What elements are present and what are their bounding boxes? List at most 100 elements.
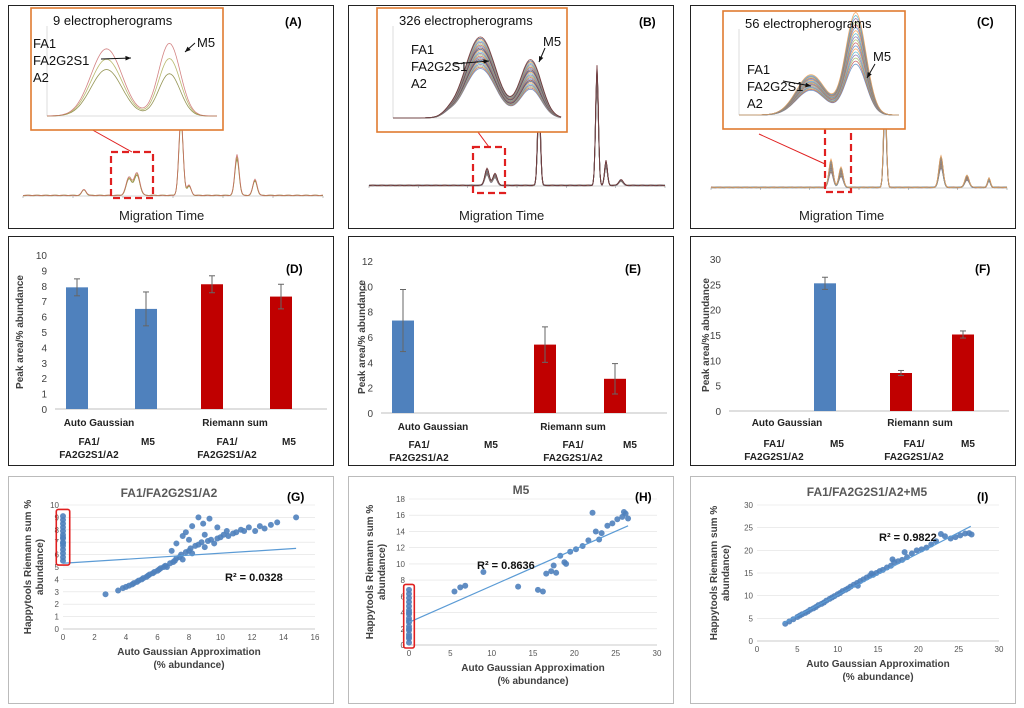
category-label: FA2G2S1/A2 bbox=[197, 450, 257, 461]
y-tick-label: 30 bbox=[710, 255, 722, 266]
data-point bbox=[480, 569, 487, 575]
inset-title: 56 electropherograms bbox=[745, 16, 872, 31]
data-point bbox=[957, 532, 964, 539]
x-axis-label: Auto Gaussian Approximation bbox=[806, 659, 950, 670]
bar bbox=[201, 284, 223, 409]
data-point bbox=[200, 520, 207, 527]
data-point bbox=[406, 633, 412, 640]
chart-title: M5 bbox=[513, 483, 530, 497]
x-tick-label: 15 bbox=[529, 649, 538, 658]
bar bbox=[66, 287, 88, 409]
category-label: M5 bbox=[141, 437, 155, 448]
electropherogram-a-plot: 9 electropherograms FA1 FA2G2S1 A2 M5 (A) Migr… bbox=[22, 7, 324, 223]
y-tick-label: 0 bbox=[715, 407, 721, 418]
data-point bbox=[901, 549, 908, 556]
bar bbox=[890, 373, 912, 411]
category-label: FA1/ bbox=[763, 439, 784, 450]
data-point bbox=[168, 547, 175, 554]
inset-trace bbox=[47, 69, 217, 117]
chart-title: FA1/FA2G2S1/A2 bbox=[121, 486, 218, 500]
r-squared-label: R² = 0.0328 bbox=[225, 572, 283, 584]
data-point bbox=[941, 533, 948, 540]
y-tick-label: 14 bbox=[396, 527, 405, 536]
panel-f-bar-chart: 0 5 10 15 20 25 30 Peak area/% abundance FA1/FA2… bbox=[690, 236, 1016, 466]
data-point bbox=[274, 519, 281, 526]
y-tick-label: 20 bbox=[744, 546, 753, 555]
x-tick-label: 12 bbox=[248, 633, 257, 642]
inset-frame bbox=[722, 10, 906, 130]
data-point bbox=[179, 556, 186, 563]
data-point bbox=[195, 514, 202, 521]
bar-chart-d: 0 1 2 3 4 5 6 7 8 9 10 Peak area/% abundance FA1/FA2… bbox=[15, 251, 327, 461]
x-tick-label: 10 bbox=[487, 649, 496, 658]
panel-c-electropherogram: 56 electropherograms FA1 FA2G2S1 A2 M5 (C) Mig… bbox=[690, 5, 1016, 229]
y-tick-label: 1 bbox=[41, 390, 47, 401]
panel-i-scatter: 0 5 10 15 20 25 30 0 5 10 15 20 25 30 R² = 0.9822 FA1/F… bbox=[690, 476, 1016, 704]
data-point bbox=[515, 583, 522, 590]
data-point bbox=[889, 556, 896, 563]
y-tick-label: 5 bbox=[715, 382, 721, 393]
bar bbox=[952, 334, 974, 411]
x-tick-label: 20 bbox=[570, 649, 579, 658]
inset-title: 326 electropherograms bbox=[399, 13, 533, 28]
group-label: Riemann sum bbox=[887, 418, 953, 429]
x-tick-label: 10 bbox=[833, 645, 842, 654]
y-tick-label: 8 bbox=[401, 576, 406, 585]
inset-glycan-label: FA2G2S1 bbox=[33, 53, 89, 68]
inset-glycan-label: FA2G2S1 bbox=[411, 59, 467, 74]
x-tick-label: 5 bbox=[448, 649, 453, 658]
y-tick-label: 8 bbox=[367, 308, 373, 319]
inset-title: 9 electropherograms bbox=[53, 13, 173, 28]
category-label: M5 bbox=[484, 440, 498, 451]
y-tick-label: 25 bbox=[710, 280, 722, 291]
x-tick-label: 20 bbox=[914, 645, 923, 654]
y-tick-label: 12 bbox=[362, 257, 374, 268]
y-axis-label: Happytools Riemann sum % bbox=[365, 505, 376, 640]
highlight-box bbox=[55, 508, 71, 566]
panel-g-scatter: 0 1 2 3 4 5 6 7 8 9 10 0 2 4 6 8 10 12 14 16 R² = 0.0328 FA1/… bbox=[8, 476, 334, 704]
data-point bbox=[625, 515, 632, 522]
trendline bbox=[782, 525, 972, 624]
y-tick-label: 6 bbox=[367, 333, 373, 344]
electropherogram-trace bbox=[710, 87, 1008, 189]
y-tick-label: 18 bbox=[396, 495, 405, 504]
data-point bbox=[589, 509, 596, 516]
group-label: Auto Gaussian bbox=[398, 422, 469, 433]
data-point bbox=[245, 524, 252, 531]
x-axis-label: Migration Time bbox=[799, 208, 884, 223]
data-point bbox=[406, 617, 412, 624]
x-tick-label: 14 bbox=[279, 633, 288, 642]
panel-h-scatter: 0 2 4 6 8 10 12 14 16 18 0 5 10 15 20 25 30 R² = 0.8636 M5… bbox=[348, 476, 674, 704]
y-tick-label: 5 bbox=[55, 563, 60, 572]
y-tick-label: 15 bbox=[744, 569, 753, 578]
group-label: Riemann sum bbox=[540, 422, 606, 433]
arrow-head bbox=[185, 46, 191, 52]
y-tick-label: 0 bbox=[41, 405, 47, 416]
scatter-plot-i: 0 5 10 15 20 25 30 0 5 10 15 20 25 30 R² = 0.9822 FA1/F… bbox=[709, 485, 1004, 683]
x-tick-label: 10 bbox=[216, 633, 225, 642]
data-point bbox=[609, 520, 616, 527]
y-axis-label: abundance) bbox=[721, 545, 732, 601]
y-tick-label: 10 bbox=[362, 282, 374, 293]
data-point bbox=[267, 521, 274, 528]
x-axis-label: (% abundance) bbox=[153, 660, 224, 671]
x-axis-label: Migration Time bbox=[119, 208, 204, 223]
y-tick-label: 10 bbox=[396, 560, 405, 569]
inset-glycan-label: A2 bbox=[33, 70, 49, 85]
r-squared-label: R² = 0.8636 bbox=[477, 560, 535, 572]
y-axis-label: Happytools Riemann sum % bbox=[709, 506, 720, 641]
x-tick-label: 0 bbox=[407, 649, 412, 658]
y-axis-label: Peak area/% abundance bbox=[357, 280, 368, 394]
data-point bbox=[256, 523, 263, 530]
data-point bbox=[60, 540, 66, 547]
data-point bbox=[252, 528, 259, 535]
data-point bbox=[206, 515, 213, 522]
data-point bbox=[173, 540, 180, 547]
y-tick-label: 9 bbox=[41, 266, 47, 277]
x-tick-label: 15 bbox=[874, 645, 883, 654]
data-point bbox=[115, 587, 122, 594]
data-point bbox=[868, 570, 875, 577]
x-axis-label: Auto Gaussian Approximation bbox=[117, 647, 261, 658]
arrow-head bbox=[483, 59, 489, 64]
